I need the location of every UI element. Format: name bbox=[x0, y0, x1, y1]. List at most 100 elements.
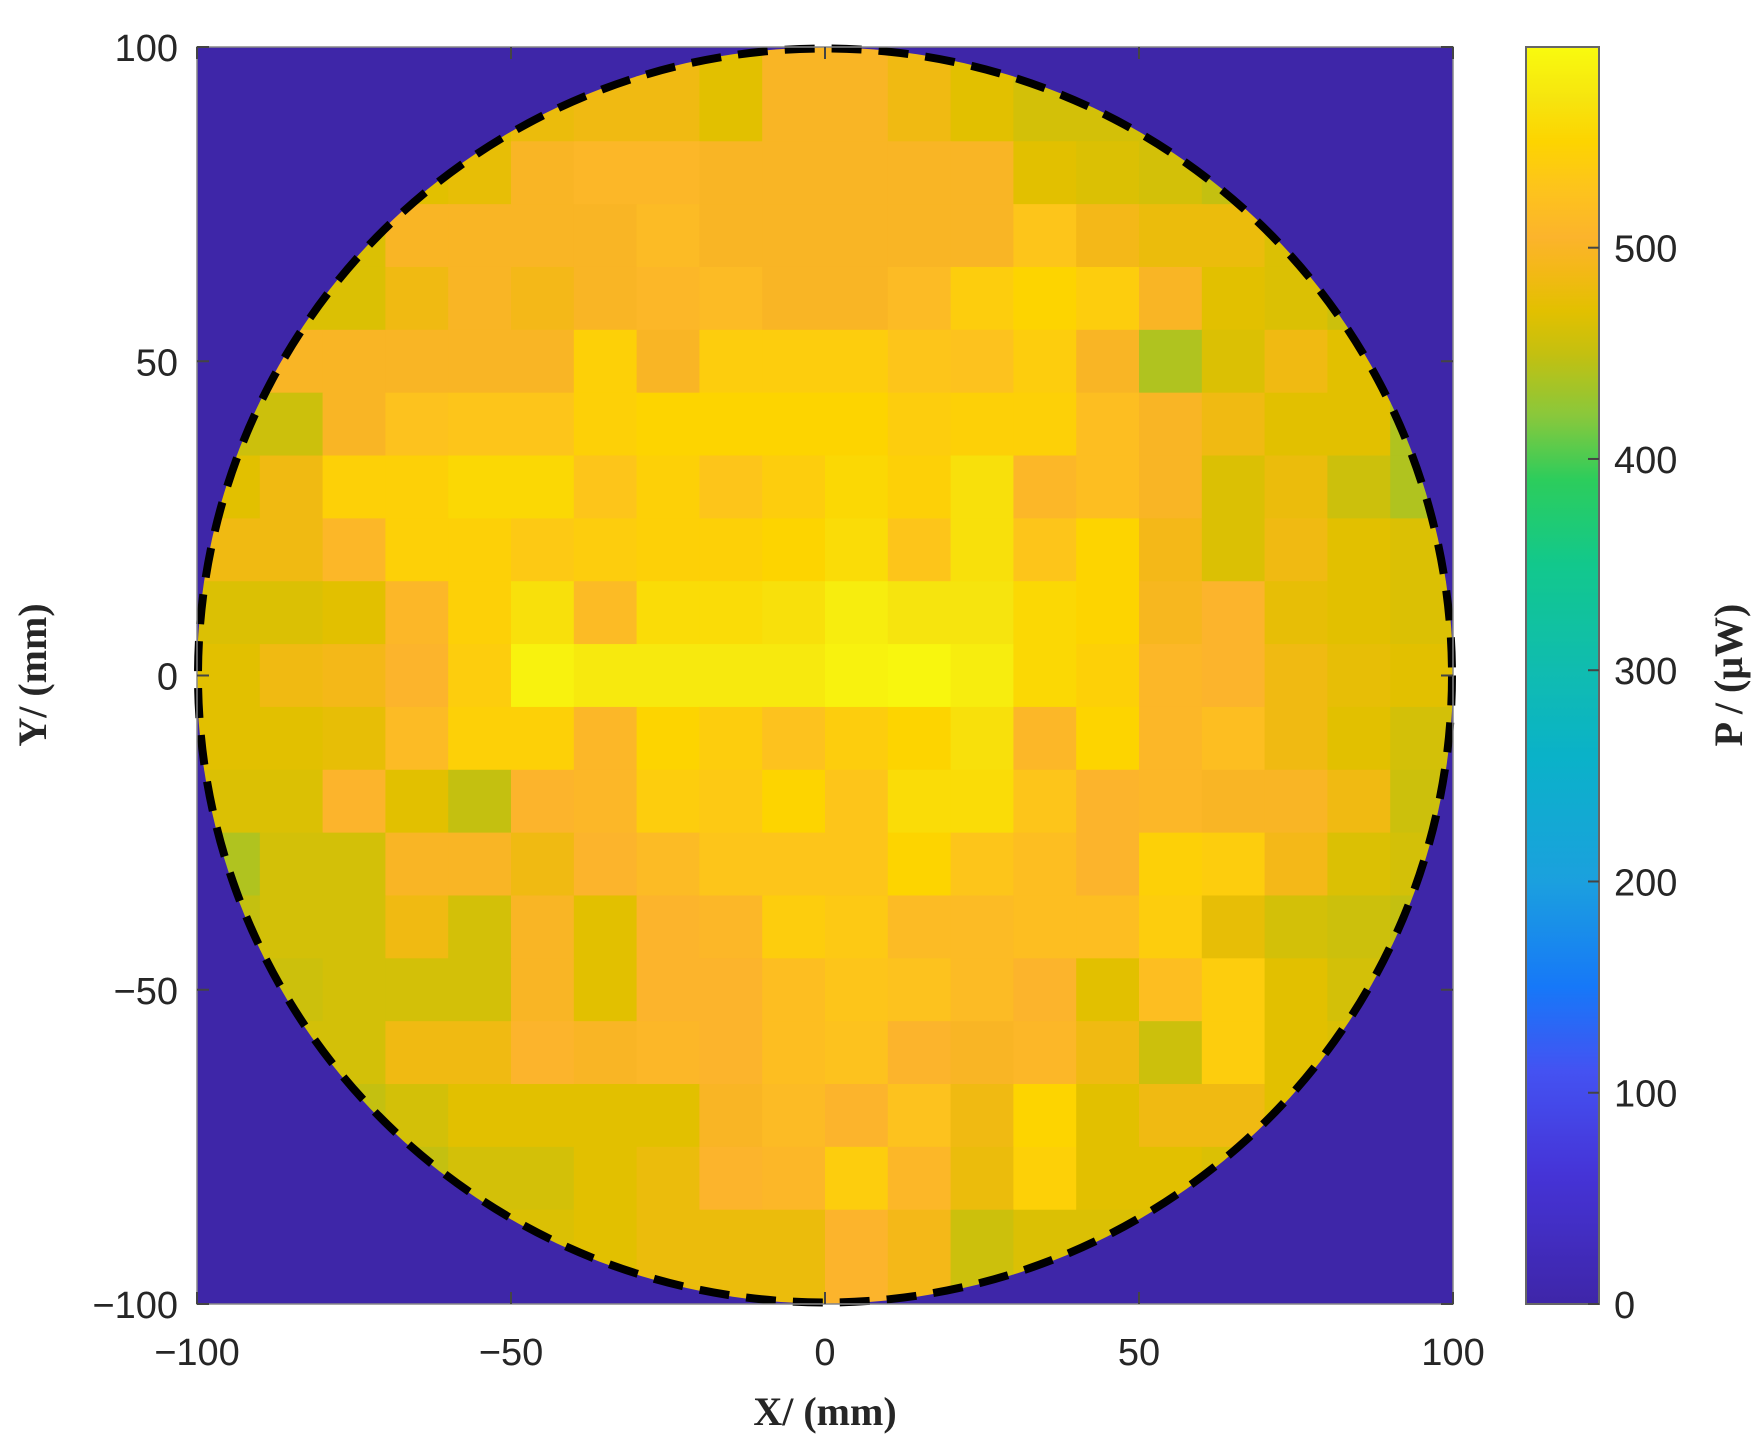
heatmap-cell bbox=[825, 895, 889, 959]
heatmap-cell bbox=[448, 392, 512, 457]
heatmap-cell bbox=[1013, 706, 1077, 771]
heatmap-cell bbox=[1139, 455, 1203, 519]
colorbar bbox=[1525, 46, 1600, 1305]
heatmap-cell bbox=[762, 329, 826, 394]
heatmap-cell bbox=[1076, 1084, 1140, 1148]
heatmap-cell bbox=[511, 329, 575, 394]
heatmap-cell bbox=[385, 895, 449, 959]
heatmap-cell bbox=[322, 644, 386, 708]
heatmap-cell bbox=[573, 392, 638, 457]
heatmap-cell bbox=[385, 329, 449, 394]
colorbar-tick-label: 400 bbox=[1614, 440, 1677, 482]
heatmap-cell bbox=[1264, 769, 1328, 834]
x-tick-label: 100 bbox=[1421, 1332, 1484, 1374]
heatmap-cell bbox=[762, 706, 826, 771]
heatmap-cell bbox=[1264, 518, 1328, 582]
heatmap-cell bbox=[1264, 455, 1328, 519]
heatmap-cell bbox=[1327, 832, 1391, 897]
heatmap-cell bbox=[511, 895, 575, 959]
heatmap-cell bbox=[825, 47, 889, 142]
heatmap-cell bbox=[1076, 518, 1140, 582]
heatmap-cell bbox=[448, 958, 512, 1022]
heatmap-cell bbox=[573, 581, 638, 645]
heatmap-cell bbox=[825, 706, 889, 771]
heatmap-cell bbox=[385, 644, 449, 708]
heatmap-cell bbox=[950, 832, 1014, 897]
heatmap-cell bbox=[762, 581, 826, 645]
heatmap-cell bbox=[511, 832, 575, 897]
heatmap-cell bbox=[1264, 329, 1328, 394]
heatmap-cell bbox=[511, 392, 575, 457]
heatmap-cell bbox=[1201, 706, 1266, 771]
heatmap-cell bbox=[1076, 958, 1140, 1022]
heatmap-cell bbox=[1201, 958, 1266, 1022]
heatmap-cell bbox=[1201, 769, 1266, 834]
heatmap-cell bbox=[511, 1146, 575, 1211]
heatmap-cell bbox=[762, 1146, 826, 1211]
heatmap-cell bbox=[1076, 329, 1140, 394]
heatmap-cell bbox=[322, 392, 386, 457]
heatmap-cell bbox=[1013, 581, 1077, 645]
heatmap-cell bbox=[573, 1084, 638, 1148]
heatmap-cell bbox=[762, 832, 826, 897]
heatmap-cell bbox=[573, 1021, 638, 1085]
heatmap-cell bbox=[825, 958, 889, 1022]
heatmap-cell bbox=[322, 769, 386, 834]
heatmap-cell bbox=[511, 1021, 575, 1085]
heatmap-cell bbox=[385, 958, 449, 1022]
heatmap-cell bbox=[699, 832, 763, 897]
heatmap-cell bbox=[511, 958, 575, 1022]
x-tick-label: 50 bbox=[1118, 1332, 1160, 1374]
heatmap-cell bbox=[1013, 1021, 1077, 1085]
heatmap-cell bbox=[825, 769, 889, 834]
heatmap-cell bbox=[448, 1021, 512, 1085]
heatmap-cell bbox=[699, 1084, 763, 1148]
heatmap-cell bbox=[1264, 581, 1328, 645]
x-tick-label: −100 bbox=[154, 1332, 240, 1374]
heatmap-cell bbox=[1013, 266, 1077, 331]
y-tick-label: −100 bbox=[92, 1285, 178, 1327]
heatmap-cell bbox=[1013, 1084, 1077, 1148]
heatmap-cell bbox=[259, 455, 324, 519]
heatmap-cell bbox=[887, 141, 952, 205]
heatmap-cell bbox=[385, 706, 449, 771]
heatmap-cell bbox=[762, 141, 826, 205]
heatmap-cell bbox=[1013, 1146, 1077, 1211]
heatmap-cell bbox=[448, 455, 512, 519]
heatmap-cell bbox=[1076, 706, 1140, 771]
heatmap-cell bbox=[1076, 769, 1140, 834]
heatmap-cell bbox=[636, 1021, 700, 1085]
heatmap-cell bbox=[636, 1146, 700, 1211]
heatmap-cell bbox=[1264, 958, 1328, 1022]
heatmap-cell bbox=[511, 1084, 575, 1148]
heatmap-cell bbox=[1201, 644, 1266, 708]
heatmap-cell bbox=[1327, 581, 1391, 645]
heatmap-cell bbox=[699, 769, 763, 834]
x-tick-labels: −100 −50 0 50 100 bbox=[154, 1332, 1485, 1374]
heatmap-cell bbox=[1327, 895, 1391, 959]
heatmap-cell bbox=[1327, 769, 1391, 834]
heatmap-cell bbox=[511, 518, 575, 582]
heatmap-cell bbox=[1013, 392, 1077, 457]
heatmap-cell bbox=[825, 832, 889, 897]
heatmap-cell bbox=[322, 581, 386, 645]
heatmap-cell bbox=[385, 832, 449, 897]
heatmap-cell bbox=[887, 581, 952, 645]
heatmap-cell bbox=[636, 706, 700, 771]
y-tick-label: 50 bbox=[136, 342, 178, 384]
heatmap-cell bbox=[259, 769, 324, 834]
heatmap-cell bbox=[1139, 392, 1203, 457]
heatmap-cell bbox=[259, 895, 324, 959]
y-tick-labels: 100 50 0 −50 −100 bbox=[92, 28, 178, 1327]
heatmap-cell bbox=[1139, 581, 1203, 645]
heatmap-cell bbox=[1076, 1146, 1140, 1211]
heatmap-cell bbox=[1013, 644, 1077, 708]
heatmap-cell bbox=[887, 644, 952, 708]
x-tick-label: 0 bbox=[814, 1332, 835, 1374]
heatmap-cell bbox=[573, 958, 638, 1022]
heatmap-cell bbox=[825, 204, 889, 268]
heatmap-cell bbox=[887, 706, 952, 771]
heatmap-cell bbox=[511, 581, 575, 645]
heatmap-cell bbox=[699, 392, 763, 457]
heatmap-cell bbox=[762, 266, 826, 331]
